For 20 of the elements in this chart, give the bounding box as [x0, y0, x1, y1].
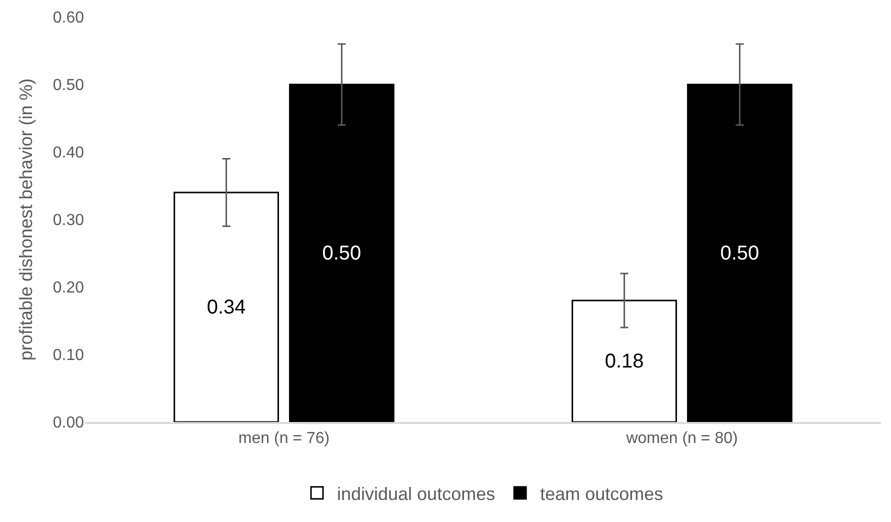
data-label: 0.34	[206, 296, 246, 318]
y-tick-label: 0.60	[52, 10, 84, 27]
bar	[687, 84, 792, 422]
legend-label: team outcomes	[540, 484, 664, 504]
data-label: 0.18	[604, 350, 644, 372]
y-tick-label: 0.00	[52, 414, 84, 432]
bar	[572, 300, 677, 422]
legend-label: individual outcomes	[337, 484, 496, 504]
y-tick-label: 0.40	[52, 144, 84, 162]
data-label: 0.50	[720, 242, 760, 264]
y-tick-label: 0.30	[52, 212, 84, 230]
x-tick-label: women (n = 80)	[625, 430, 738, 447]
y-axis-title: profitable dishonest behavior (in %)	[16, 78, 36, 361]
bar	[174, 192, 279, 422]
y-tick-label: 0.20	[52, 280, 84, 297]
y-tick-label: 0.50	[52, 77, 84, 94]
x-tick-label: men (n = 76)	[238, 430, 330, 447]
bar	[289, 84, 394, 422]
y-tick-label: 0.10	[52, 347, 84, 364]
data-label: 0.50	[322, 242, 362, 264]
